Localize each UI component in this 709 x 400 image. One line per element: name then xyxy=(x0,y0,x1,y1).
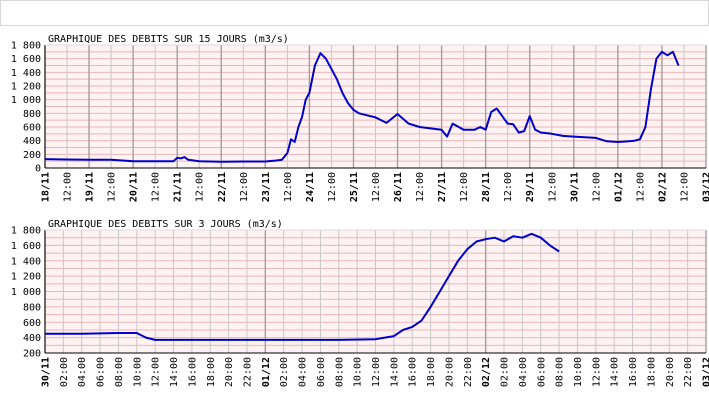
x-tick-label: 16:00 xyxy=(187,357,198,387)
y-tick-label: 1 400 xyxy=(11,256,41,267)
y-tick-label: 1 200 xyxy=(11,82,41,93)
x-tick-label: 12:00 xyxy=(327,172,338,202)
chart-panel-1: 30/11 02:00 04:00 06:00 08:00 10:00 12:00 14:00… xyxy=(11,226,709,388)
x-tick-label: 12:00 xyxy=(151,357,162,387)
y-tick-label: 1 200 xyxy=(11,272,41,283)
y-tick-label: 1 400 xyxy=(11,68,41,79)
y-tick-label: 1 000 xyxy=(11,287,41,298)
x-tick-label: 30/11 xyxy=(41,357,52,387)
y-tick-label: 1 800 xyxy=(11,41,41,52)
x-tick-label: 18:00 xyxy=(426,357,437,387)
x-tick-label: 12:00 xyxy=(371,172,382,202)
x-tick-label: 22/11 xyxy=(217,172,228,202)
x-tick-label: 12:00 xyxy=(283,172,294,202)
x-tick-label: 18/11 xyxy=(41,172,52,202)
x-tick-label: 12:00 xyxy=(63,172,74,202)
x-tick-label: 04:00 xyxy=(77,357,88,387)
y-tick-label: 800 xyxy=(23,109,41,120)
series-line xyxy=(45,232,560,341)
x-tick-label: 08:00 xyxy=(114,357,125,387)
x-tick-label: 20:00 xyxy=(224,357,235,387)
y-tick-label: 800 xyxy=(23,302,41,313)
chart-panel-0: 18/11 12:00 19/11 12:00 20/11 12:00 21/11 12:00… xyxy=(11,41,709,203)
x-tick-label: 22:00 xyxy=(242,357,253,387)
x-tick-label: 06:00 xyxy=(96,357,107,387)
x-tick-label: 02/12 xyxy=(481,357,492,387)
x-tick-label: 12:00 xyxy=(547,172,558,202)
x-tick-label: 12:00 xyxy=(195,172,206,202)
y-tick-label: 400 xyxy=(23,136,41,147)
x-tick-label: 12:00 xyxy=(239,172,250,202)
x-tick-label: 12:00 xyxy=(635,172,646,202)
x-tick-label: 16:00 xyxy=(408,357,419,387)
x-tick-label: 02/12 xyxy=(657,172,668,202)
x-tick-label: 21/11 xyxy=(173,172,184,202)
x-tick-label: 02:00 xyxy=(59,357,70,387)
x-tick-label: 10:00 xyxy=(132,357,143,387)
x-tick-label: 30/11 xyxy=(569,172,580,202)
x-tick-label: 01/12 xyxy=(261,357,272,387)
x-tick-label: 14:00 xyxy=(389,357,400,387)
y-tick-label: 0 xyxy=(35,164,41,175)
x-tick-label: 24/11 xyxy=(305,172,316,202)
x-tick-label: 03/12 xyxy=(702,357,709,387)
y-tick-label: 600 xyxy=(23,123,41,134)
x-tick-label: 04:00 xyxy=(298,357,309,387)
x-tick-label: 04:00 xyxy=(518,357,529,387)
x-tick-label: 12:00 xyxy=(371,357,382,387)
x-tick-label: 12:00 xyxy=(591,357,602,387)
chart-3-days-title: GRAPHIQUE DES DEBITS SUR 3 JOURS (m3/s) xyxy=(48,219,283,230)
x-tick-label: 06:00 xyxy=(536,357,547,387)
x-tick-label: 06:00 xyxy=(316,357,327,387)
series-line xyxy=(44,50,680,163)
x-tick-label: 12:00 xyxy=(591,172,602,202)
x-tick-label: 12:00 xyxy=(459,172,470,202)
y-tick-label: 200 xyxy=(23,349,41,360)
x-tick-label: 10:00 xyxy=(573,357,584,387)
x-tick-label: 16:00 xyxy=(628,357,639,387)
x-tick-label: 03/12 xyxy=(702,172,709,202)
x-tick-label: 19/11 xyxy=(85,172,96,202)
x-tick-label: 08:00 xyxy=(555,357,566,387)
x-tick-label: 28/11 xyxy=(481,172,492,202)
x-tick-label: 26/11 xyxy=(393,172,404,202)
x-tick-label: 25/11 xyxy=(349,172,360,202)
x-tick-label: 02:00 xyxy=(279,357,290,387)
chart-15-days-title: GRAPHIQUE DES DEBITS SUR 15 JOURS (m3/s) xyxy=(48,34,289,45)
x-tick-label: 08:00 xyxy=(334,357,345,387)
x-tick-label: 12:00 xyxy=(107,172,118,202)
x-tick-label: 12:00 xyxy=(679,172,690,202)
x-tick-label: 20/11 xyxy=(129,172,140,202)
x-tick-label: 10:00 xyxy=(353,357,364,387)
x-tick-label: 14:00 xyxy=(169,357,180,387)
y-tick-label: 1 600 xyxy=(11,54,41,65)
x-tick-label: 12:00 xyxy=(415,172,426,202)
y-tick-label: 1 800 xyxy=(11,226,41,237)
y-tick-label: 1 000 xyxy=(11,95,41,106)
x-tick-label: 22:00 xyxy=(683,357,694,387)
x-tick-label: 12:00 xyxy=(503,172,514,202)
x-tick-label: 02:00 xyxy=(500,357,511,387)
x-tick-label: 12:00 xyxy=(151,172,162,202)
x-tick-label: 14:00 xyxy=(610,357,621,387)
x-tick-label: 18:00 xyxy=(646,357,657,387)
x-tick-label: 29/11 xyxy=(525,172,536,202)
y-tick-label: 600 xyxy=(23,318,41,329)
x-tick-label: 22:00 xyxy=(463,357,474,387)
x-tick-label: 01/12 xyxy=(613,172,624,202)
x-tick-label: 18:00 xyxy=(206,357,217,387)
y-tick-label: 400 xyxy=(23,333,41,344)
x-tick-label: 20:00 xyxy=(444,357,455,387)
y-tick-label: 200 xyxy=(23,150,41,161)
x-tick-label: 27/11 xyxy=(437,172,448,202)
x-tick-label: 23/11 xyxy=(261,172,272,202)
y-tick-label: 1 600 xyxy=(11,241,41,252)
top-bar xyxy=(0,0,709,26)
x-tick-label: 20:00 xyxy=(665,357,676,387)
